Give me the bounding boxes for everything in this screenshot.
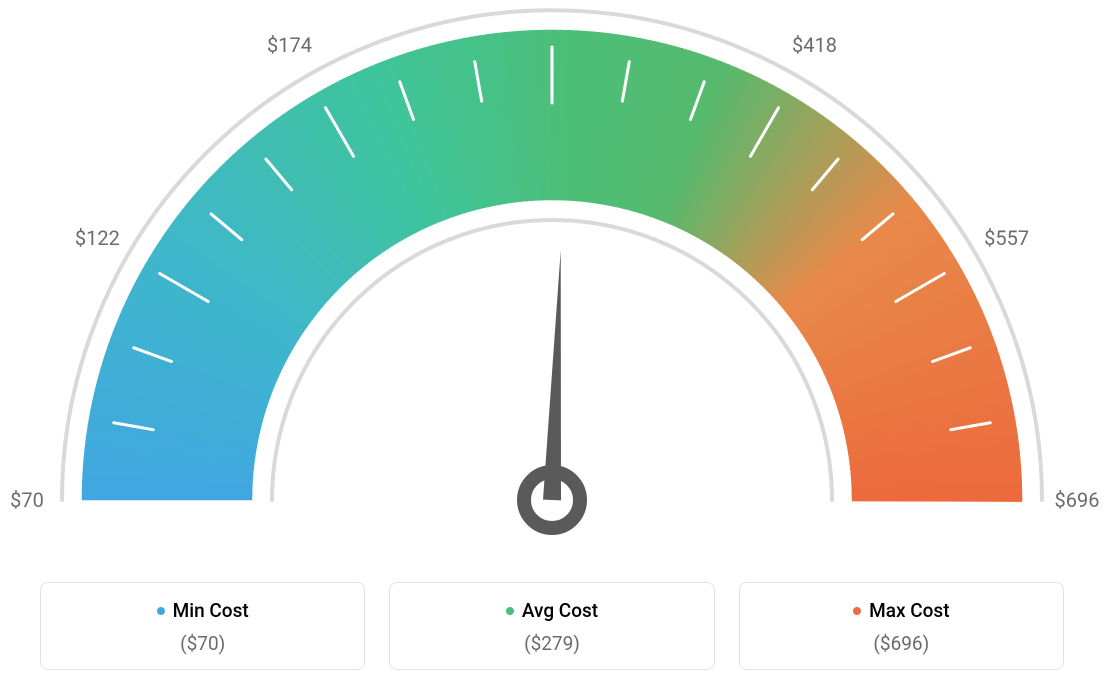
gauge-tick-label: $418 xyxy=(792,33,837,57)
legend-value-min: ($70) xyxy=(51,632,354,655)
gauge-tick-label: $70 xyxy=(10,488,44,512)
gauge-tick-label: $696 xyxy=(1055,488,1100,512)
legend-card-avg: Avg Cost ($279) xyxy=(389,582,714,670)
legend-title-text: Max Cost xyxy=(869,599,949,622)
gauge-tick-label: $557 xyxy=(984,226,1029,250)
legend-title-min: Min Cost xyxy=(157,599,249,622)
legend-card-max: Max Cost ($696) xyxy=(739,582,1064,670)
legend-title-max: Max Cost xyxy=(853,599,949,622)
gauge-tick-label: $174 xyxy=(267,33,312,57)
dot-avg xyxy=(506,607,514,615)
legend-value-avg: ($279) xyxy=(400,632,703,655)
legend-title-text: Avg Cost xyxy=(522,599,598,622)
legend-title-avg: Avg Cost xyxy=(506,599,598,622)
legend-row: Min Cost ($70) Avg Cost ($279) Max Cost … xyxy=(0,582,1104,670)
gauge-tick-label: $122 xyxy=(75,226,120,250)
dot-max xyxy=(853,607,861,615)
legend-value-max: ($696) xyxy=(750,632,1053,655)
gauge-svg xyxy=(0,0,1104,560)
legend-card-min: Min Cost ($70) xyxy=(40,582,365,670)
gauge-container: $70$122$174$279$418$557$696 xyxy=(0,0,1104,560)
dot-min xyxy=(157,607,165,615)
legend-title-text: Min Cost xyxy=(173,599,249,622)
